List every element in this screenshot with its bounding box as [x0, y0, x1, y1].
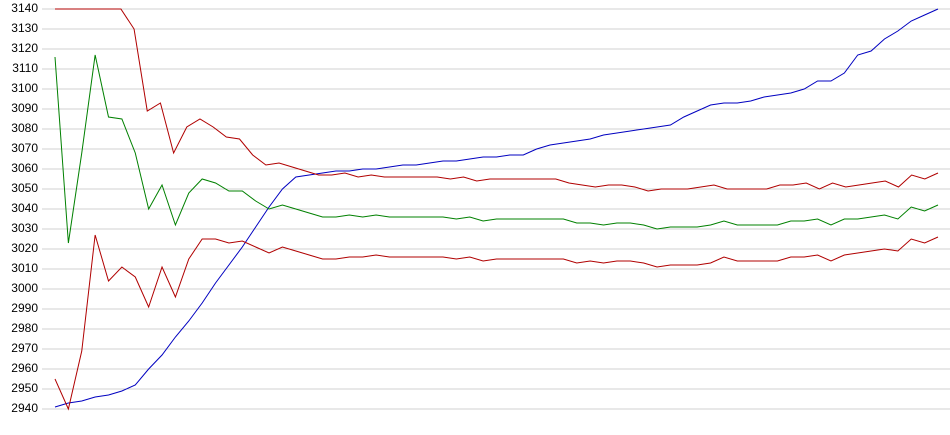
y-tick-label: 3140 — [11, 1, 38, 15]
y-tick-label: 2940 — [11, 401, 38, 415]
y-tick-label: 3010 — [11, 261, 38, 275]
y-tick-label: 3030 — [11, 221, 38, 235]
y-tick-label: 3020 — [11, 241, 38, 255]
y-tick-label: 3110 — [12, 61, 38, 75]
y-tick-label: 3090 — [11, 101, 38, 115]
series-line — [55, 8, 939, 192]
y-tick-label: 3050 — [11, 181, 38, 195]
y-tick-label: 2950 — [11, 381, 38, 395]
series-line — [54, 234, 939, 411]
y-tick-label: 3070 — [11, 141, 38, 155]
series-line — [54, 8, 939, 408]
y-tick-label: 3120 — [11, 41, 38, 55]
y-tick-label: 2990 — [11, 301, 38, 315]
y-tick-label: 3100 — [11, 81, 38, 95]
y-tick-label: 3000 — [11, 281, 38, 295]
y-tick-label: 3060 — [11, 161, 38, 175]
y-tick-label: 3080 — [11, 121, 38, 135]
y-tick-label: 2970 — [11, 341, 38, 355]
y-tick-label: 3040 — [11, 201, 38, 215]
y-tick-label: 2980 — [11, 321, 38, 335]
series-line — [54, 54, 939, 244]
y-tick-label: 2960 — [11, 361, 38, 375]
y-tick-label: 3130 — [11, 21, 38, 35]
